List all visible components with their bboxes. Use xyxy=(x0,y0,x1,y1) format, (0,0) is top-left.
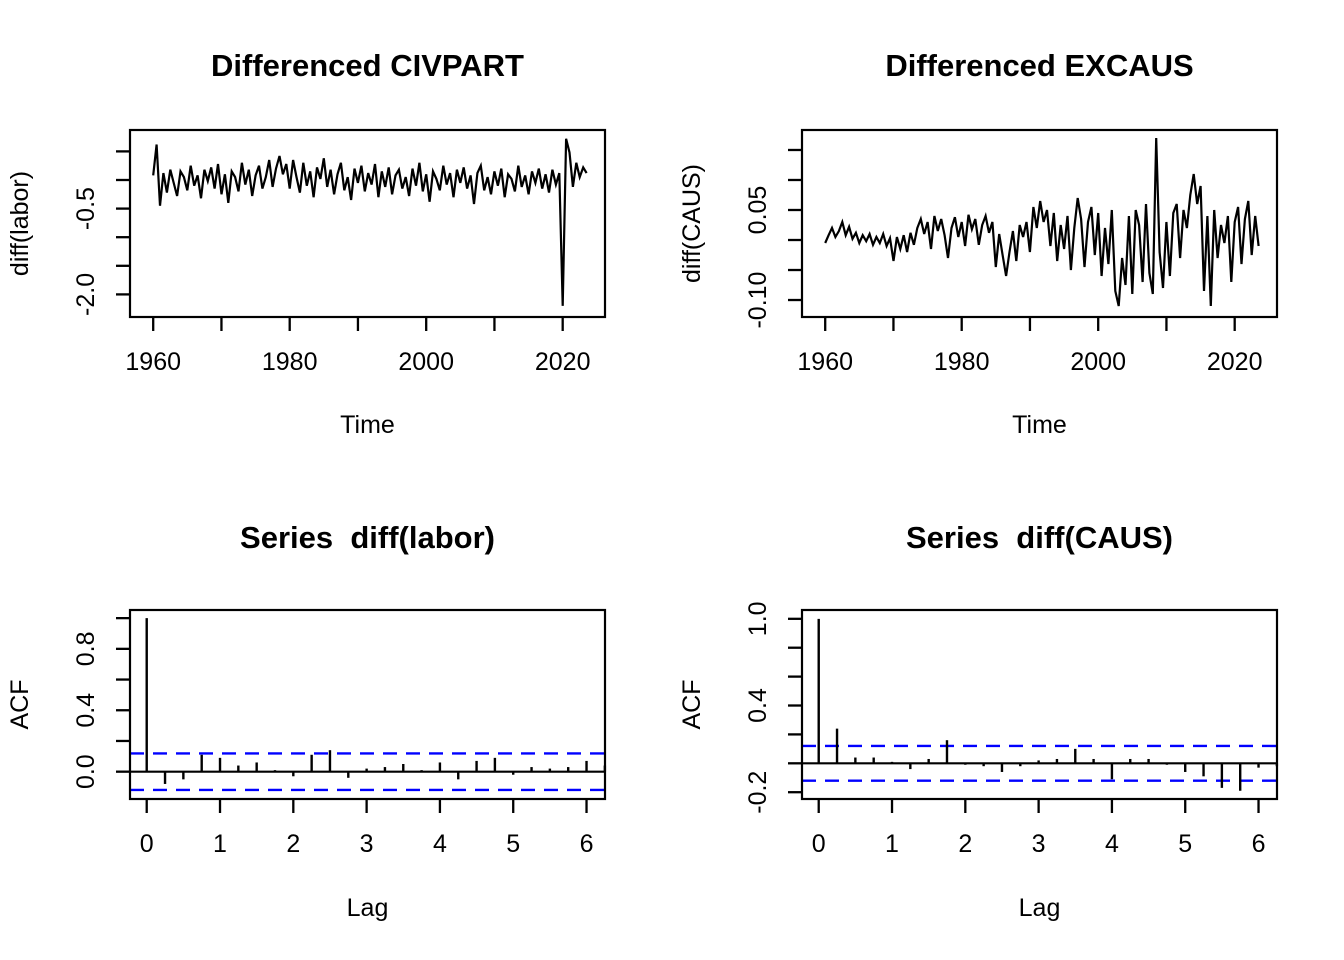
plot-title: Differenced EXCAUS xyxy=(885,48,1193,83)
x-tick-label: 2 xyxy=(286,830,300,858)
x-axis-label: Time xyxy=(1012,411,1067,439)
y-tick-label: -0.2 xyxy=(744,771,772,814)
x-tick-label: 5 xyxy=(506,830,520,858)
x-tick-label: 4 xyxy=(1105,830,1119,858)
x-tick-label: 3 xyxy=(360,830,374,858)
x-tick-label: 4 xyxy=(433,830,447,858)
plot-area: 1960 1980 2000 2020 -0.5 -2.0 xyxy=(72,128,607,376)
plot-title: Series diff(labor) xyxy=(240,520,495,555)
x-tick-label: 5 xyxy=(1178,830,1192,858)
x-tick-label: 2020 xyxy=(535,348,591,376)
x-tick-label: 1980 xyxy=(934,348,990,376)
x-tick-label: 0 xyxy=(140,830,154,858)
x-tick-label: 1960 xyxy=(125,348,181,376)
x-tick-label: 1 xyxy=(885,830,899,858)
x-axis-label: Lag xyxy=(1019,894,1061,922)
plot-box xyxy=(800,608,1279,801)
x-tick-label: 1 xyxy=(213,830,227,858)
plot-area: 0 1 2 3 4 5 6 0.8 0.4 0.0 xyxy=(72,608,607,858)
plot-title: Series diff(CAUS) xyxy=(906,520,1173,555)
y-tick-label: 0.8 xyxy=(72,631,100,666)
time-series-line xyxy=(152,138,588,306)
y-tick-label: -2.0 xyxy=(72,273,100,316)
x-tick-label: 3 xyxy=(1032,830,1046,858)
plot-box xyxy=(800,128,1279,319)
x-tick-label: 1980 xyxy=(262,348,318,376)
y-tick-label: 0.05 xyxy=(744,186,772,235)
x-tick-label: 2000 xyxy=(1070,348,1126,376)
x-axis-label: Lag xyxy=(347,894,389,922)
x-tick-label: 6 xyxy=(580,830,594,858)
plot-area: 0 1 2 3 4 5 6 1.0 0.4 -0.2 xyxy=(744,601,1279,858)
y-tick-label: -0.10 xyxy=(744,272,772,329)
plot-box xyxy=(128,128,607,319)
panel-diff-excaus: 1960 1980 2000 2020 0.05 -0.10 Differenced EX… xyxy=(678,48,1279,439)
plot-box xyxy=(128,608,607,801)
x-axis-label: Time xyxy=(340,411,395,439)
y-axis-label: ACF xyxy=(6,680,34,730)
plot-title: Differenced CIVPART xyxy=(211,48,524,83)
time-series-line xyxy=(824,137,1260,307)
y-axis-label: diff(CAUS) xyxy=(678,164,706,283)
y-axis-label: ACF xyxy=(678,680,706,730)
y-tick-label: 0.4 xyxy=(744,688,772,723)
panel-acf-caus: 0 1 2 3 4 5 61.00.4-0.2 Series diff(CAUS) Lag … xyxy=(678,520,1279,922)
panel-acf-labor: 0 1 2 3 4 5 60.80.40.0 Series diff(labor) Lag … xyxy=(6,520,607,922)
y-tick-label: 0.0 xyxy=(72,754,100,789)
y-tick-label: 1.0 xyxy=(744,601,772,636)
x-tick-label: 0 xyxy=(812,830,826,858)
x-tick-label: 2 xyxy=(958,830,972,858)
x-tick-label: 2000 xyxy=(398,348,454,376)
plot-area: 1960 1980 2000 2020 0.05 -0.10 xyxy=(744,128,1279,376)
y-tick-label: -0.5 xyxy=(72,187,100,230)
panel-diff-civpart: 1960 1980 2000 2020 -0.5 -2.0 Differenced CIV… xyxy=(6,48,607,439)
x-tick-label: 6 xyxy=(1252,830,1266,858)
y-tick-label: 0.4 xyxy=(72,693,100,728)
y-axis-label: diff(labor) xyxy=(6,171,34,276)
x-tick-label: 2020 xyxy=(1207,348,1263,376)
x-tick-label: 1960 xyxy=(797,348,853,376)
